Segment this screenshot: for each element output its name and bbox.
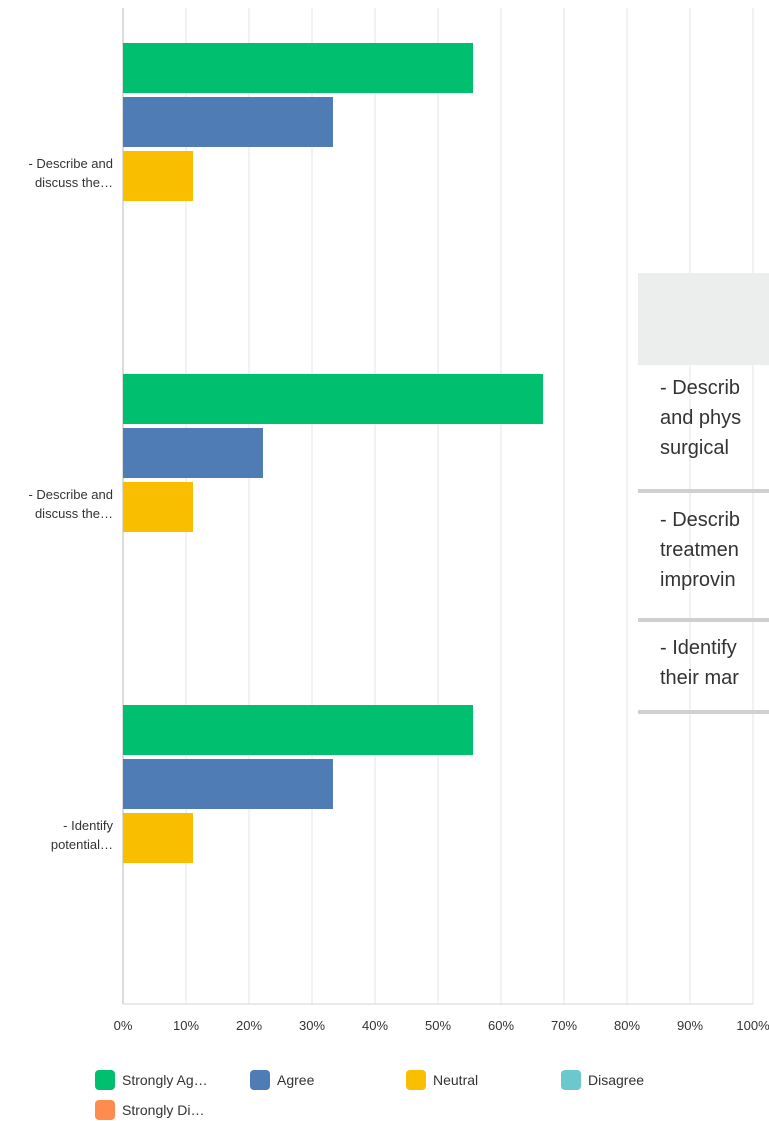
x-tick-label: 30% [299,1018,325,1033]
legend-item-neutral[interactable]: Neutral [406,1070,478,1090]
x-tick-label: 90% [677,1018,703,1033]
category-label: discuss the… [35,506,113,521]
overlay-table-row: - Describ treatmen improvin [638,505,769,595]
overlay-table-row: - Describ and phys surgical [638,373,769,463]
legend-label: Strongly Ag… [122,1072,208,1088]
legend-item-disagree[interactable]: Disagree [561,1070,644,1090]
category-label: - Describe and [28,487,113,502]
overlay-row-line: treatmen [660,539,739,561]
x-tick-label: 10% [173,1018,199,1033]
legend-item-strongly-agree[interactable]: Strongly Ag… [95,1070,208,1090]
bar [123,151,193,201]
category-label: discuss the… [35,175,113,190]
x-tick-label: 20% [236,1018,262,1033]
bars [123,43,544,863]
x-tick-label: 50% [425,1018,451,1033]
overlay-table-row: - Identify their mar [638,633,769,693]
legend-swatch [95,1100,115,1120]
x-tick-label: 60% [488,1018,514,1033]
legend-label: Disagree [588,1072,645,1088]
overlay-row-divider [638,489,769,493]
legend-label: Agree [277,1072,315,1088]
overlay-row-line: their mar [660,667,739,689]
overlay-table-header [638,273,769,365]
category-label: potential… [51,837,113,852]
category-label: - Identify [63,818,113,833]
overlay-row-divider [638,618,769,622]
x-tick-label: 100% [736,1018,769,1033]
legend-item-agree[interactable]: Agree [250,1070,314,1090]
x-tick-label: 0% [114,1018,133,1033]
legend-item-strongly-disagree[interactable]: Strongly Di… [95,1100,204,1120]
bar [123,97,333,147]
x-tick-label: 70% [551,1018,577,1033]
category-label: - Describe and [28,156,113,171]
overlay-row-line: surgical [660,437,729,459]
overlay-table: - Describ and phys surgical - Describ tr… [638,273,769,715]
legend-swatch [95,1070,115,1090]
x-tick-labels: 0% 10% 20% 30% 40% 50% 60% 70% 80% 90% 100% [114,1018,769,1033]
bar [123,428,263,478]
bar [123,482,193,532]
overlay-row-divider [638,710,769,714]
overlay-row-line: - Identify [660,637,737,659]
overlay-row-line: improvin [660,569,736,591]
legend-swatch [561,1070,581,1090]
legend-label: Strongly Di… [122,1102,205,1118]
legend-swatch [250,1070,270,1090]
legend-label: Neutral [433,1072,479,1088]
x-tick-label: 80% [614,1018,640,1033]
legend-swatch [406,1070,426,1090]
bar [123,374,544,424]
bar [123,43,474,93]
category-labels: - Describe and discuss the… - Describe and… [28,156,113,852]
overlay-row-line: and phys [660,407,742,429]
bar [123,705,474,755]
x-tick-label: 40% [362,1018,388,1033]
overlay-row-line: - Describ [660,377,741,399]
overlay-row-line: - Describ [660,509,741,531]
bar [123,813,193,863]
bar [123,759,333,809]
